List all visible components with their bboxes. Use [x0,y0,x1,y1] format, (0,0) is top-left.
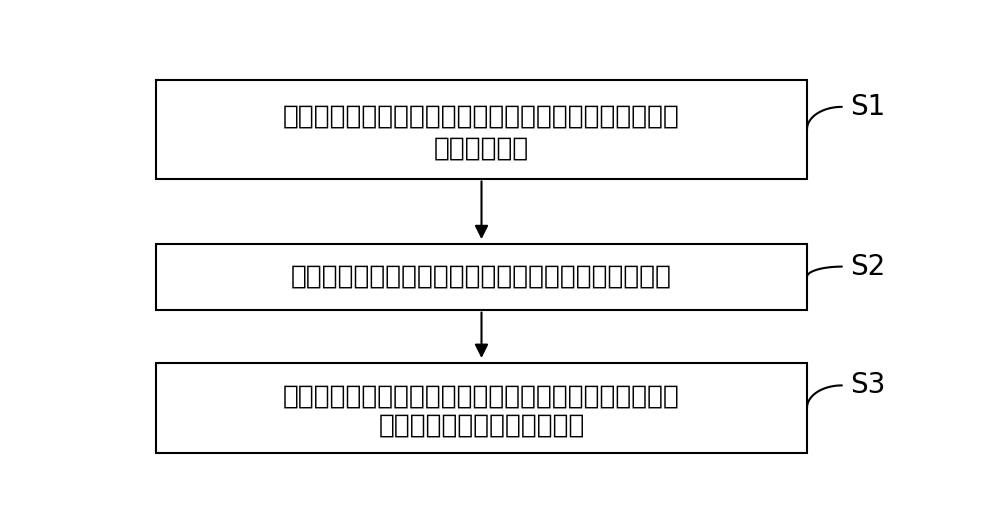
Text: 在该预定区域内，生成预开挖工程的开挖区域三维模型: 在该预定区域内，生成预开挖工程的开挖区域三维模型 [291,264,672,290]
Text: 进行碰撞分析并展示分析结果: 进行碰撞分析并展示分析结果 [378,413,585,439]
Text: 将所述虚拟三维模型与所述开挖区域三维模型相结合，以: 将所述虚拟三维模型与所述开挖区域三维模型相结合，以 [283,383,680,409]
Text: S2: S2 [850,253,885,280]
Text: 虚拟三维模型: 虚拟三维模型 [434,136,529,162]
Text: S3: S3 [850,371,885,400]
Text: S1: S1 [850,93,885,121]
FancyBboxPatch shape [156,244,807,310]
FancyBboxPatch shape [156,363,807,453]
FancyBboxPatch shape [156,80,807,179]
Text: 根据预定区域下的实际数据，构建该预定区域地面以下的: 根据预定区域下的实际数据，构建该预定区域地面以下的 [283,104,680,130]
